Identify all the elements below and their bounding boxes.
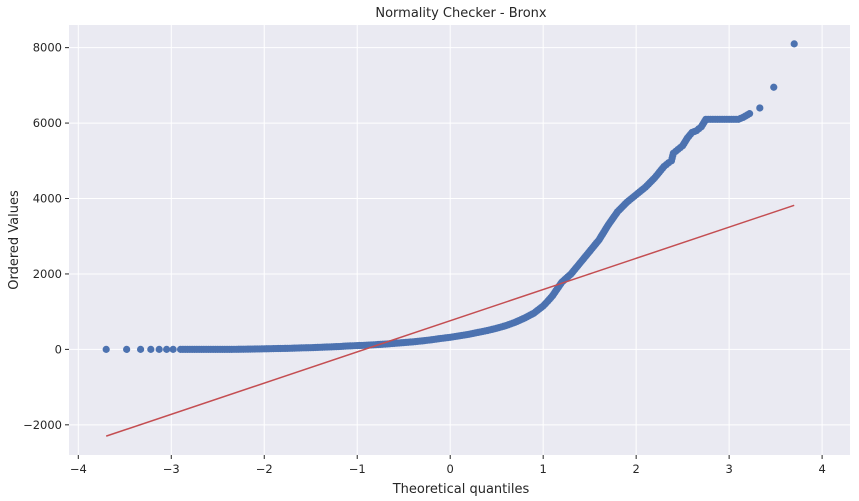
data-point bbox=[335, 342, 343, 351]
data-point bbox=[502, 322, 510, 330]
y-tick-label: 4000 bbox=[33, 192, 62, 206]
data-point bbox=[186, 345, 194, 353]
data-point bbox=[576, 259, 584, 267]
data-point bbox=[770, 83, 778, 91]
data-point bbox=[604, 221, 612, 229]
x-tick-label: 4 bbox=[818, 462, 825, 476]
data-point bbox=[344, 342, 352, 350]
data-point bbox=[632, 191, 640, 199]
data-point bbox=[474, 328, 482, 337]
x-axis-ticks: −4 −3 −2 −1 0 1 2 3 4 bbox=[70, 455, 826, 476]
data-point bbox=[641, 183, 650, 191]
data-points bbox=[102, 40, 798, 353]
data-point bbox=[756, 104, 764, 112]
data-point bbox=[102, 345, 110, 353]
y-tick-label: 0 bbox=[55, 342, 62, 356]
data-point bbox=[204, 345, 213, 353]
data-point bbox=[325, 343, 333, 351]
data-point bbox=[586, 247, 594, 255]
y-tick-label: 2000 bbox=[33, 267, 62, 281]
data-point bbox=[465, 330, 473, 338]
data-point bbox=[437, 334, 445, 343]
data-point bbox=[195, 345, 203, 353]
data-point bbox=[790, 40, 798, 48]
chart-title: Normality Checker - Bronx bbox=[375, 6, 547, 21]
data-point bbox=[155, 345, 163, 353]
data-point bbox=[251, 345, 259, 353]
data-point bbox=[307, 344, 315, 352]
x-axis-label: Theoretical quantiles bbox=[392, 482, 530, 497]
data-point bbox=[679, 142, 687, 150]
data-point bbox=[483, 326, 491, 335]
data-point bbox=[297, 344, 306, 352]
data-point bbox=[530, 309, 538, 317]
data-point bbox=[655, 168, 663, 176]
plot-area bbox=[69, 25, 850, 455]
data-point bbox=[279, 344, 287, 353]
data-point bbox=[223, 345, 231, 353]
data-point bbox=[353, 342, 361, 350]
data-point bbox=[745, 110, 754, 118]
x-tick-label: 0 bbox=[447, 462, 454, 476]
data-point bbox=[539, 302, 547, 310]
data-point bbox=[548, 292, 557, 300]
data-point bbox=[123, 345, 131, 353]
x-tick-label: −3 bbox=[163, 462, 180, 476]
data-point bbox=[232, 345, 240, 353]
reference-fit-line bbox=[105, 204, 795, 437]
data-point bbox=[176, 345, 185, 353]
y-axis-label: Ordered Values bbox=[7, 190, 22, 290]
data-point bbox=[511, 318, 519, 326]
data-point bbox=[147, 345, 155, 353]
x-tick-label: 3 bbox=[725, 462, 732, 476]
data-point bbox=[667, 157, 676, 165]
data-point bbox=[544, 297, 552, 305]
data-point bbox=[739, 113, 747, 122]
data-point bbox=[409, 338, 417, 346]
data-point bbox=[455, 332, 464, 340]
y-axis-ticks: −2000 0 2000 4000 6000 8000 bbox=[23, 41, 69, 432]
data-point bbox=[418, 337, 426, 345]
y-tick-label: 8000 bbox=[33, 41, 62, 55]
data-point bbox=[493, 324, 501, 332]
data-point bbox=[651, 174, 659, 182]
data-point bbox=[390, 339, 399, 347]
data-point bbox=[362, 341, 371, 349]
data-point bbox=[269, 345, 278, 353]
data-point bbox=[163, 345, 171, 353]
data-point bbox=[697, 123, 705, 131]
data-point bbox=[242, 345, 250, 353]
data-point bbox=[567, 270, 575, 278]
data-point bbox=[169, 345, 177, 353]
x-tick-label: −4 bbox=[70, 462, 87, 476]
data-point bbox=[288, 344, 296, 352]
data-point bbox=[520, 314, 529, 322]
data-point bbox=[260, 345, 268, 353]
y-tick-label: −2000 bbox=[23, 418, 62, 432]
data-point bbox=[214, 345, 222, 353]
x-tick-label: 2 bbox=[632, 462, 639, 476]
data-point bbox=[683, 134, 691, 142]
data-point bbox=[595, 236, 603, 244]
x-tick-label: −2 bbox=[256, 462, 273, 476]
data-point bbox=[400, 338, 408, 347]
data-point bbox=[623, 198, 631, 206]
x-tick-label: 1 bbox=[540, 462, 547, 476]
data-point bbox=[553, 285, 561, 293]
data-point bbox=[136, 345, 145, 353]
data-point bbox=[446, 333, 454, 341]
y-tick-label: 6000 bbox=[33, 116, 62, 130]
data-point bbox=[428, 336, 436, 344]
data-point bbox=[613, 208, 622, 216]
x-tick-label: −1 bbox=[349, 462, 366, 476]
data-point bbox=[316, 343, 324, 351]
